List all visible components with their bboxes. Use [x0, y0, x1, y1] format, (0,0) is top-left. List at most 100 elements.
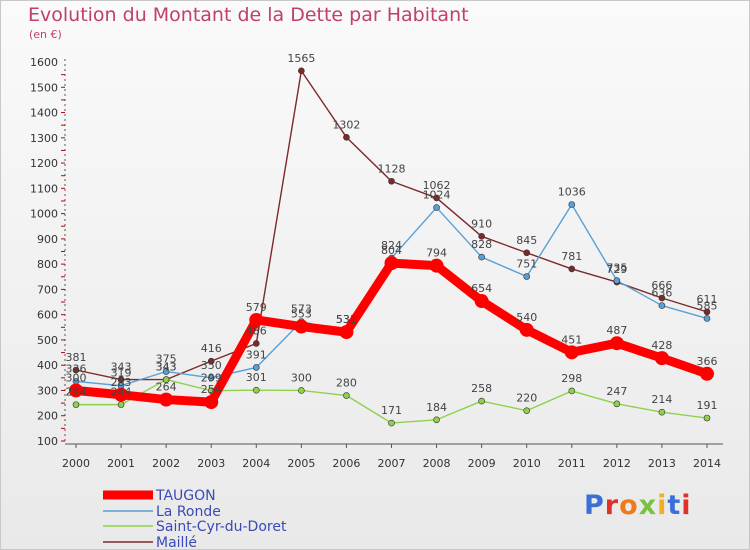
data-label: 451	[561, 333, 582, 346]
logo-letter: t	[667, 490, 682, 521]
data-label: 611	[697, 293, 718, 306]
data-label: 375	[156, 353, 177, 366]
y-tick-label: 200	[37, 410, 58, 423]
data-point	[298, 387, 305, 394]
y-tick-label: 1500	[30, 81, 58, 94]
data-point	[72, 366, 80, 374]
logo-letter: i	[681, 490, 692, 521]
data-label: 300	[66, 371, 87, 384]
y-tick-label: 1300	[30, 132, 58, 145]
data-label: 214	[651, 393, 672, 406]
data-label: 579	[246, 301, 267, 314]
data-label: 280	[336, 377, 357, 390]
y-tick-label: 1400	[30, 107, 58, 120]
data-point	[388, 177, 395, 185]
data-point	[700, 366, 714, 381]
data-point	[658, 408, 666, 416]
data-point	[207, 374, 215, 382]
data-point	[384, 256, 399, 271]
data-point	[568, 265, 576, 273]
data-point	[519, 322, 534, 337]
data-point	[433, 204, 440, 211]
data-label: 824	[381, 239, 402, 252]
data-label: 751	[516, 258, 537, 271]
data-point	[388, 419, 395, 427]
x-tick-label: 2003	[197, 457, 225, 470]
data-label: 540	[516, 311, 537, 324]
data-point	[568, 201, 576, 208]
data-label: 828	[471, 238, 492, 251]
data-label: 254	[201, 383, 222, 396]
axes: 100 200 300 400 500 600 700 800 900 1000 1100 1200 1…	[30, 56, 723, 470]
data-label: 244	[66, 386, 87, 399]
proxiti-logo: Proxiti	[584, 490, 692, 521]
y-tick-label: 100	[37, 435, 58, 448]
x-tick-label: 2014	[693, 457, 721, 470]
data-label: 1565	[287, 52, 315, 65]
data-label: 794	[426, 247, 447, 260]
data-label: 487	[606, 324, 627, 337]
y-tick-label: 400	[37, 359, 58, 372]
logo-letter: o	[619, 490, 639, 521]
data-label: 391	[246, 348, 267, 361]
x-tick-label: 2001	[107, 457, 135, 470]
data-point	[162, 376, 170, 383]
data-label: 654	[471, 282, 492, 295]
x-tick-label: 2005	[287, 457, 315, 470]
data-label: 735	[606, 262, 627, 275]
data-label: 350	[201, 359, 222, 372]
data-point	[294, 319, 309, 334]
x-tick-label: 2009	[468, 457, 496, 470]
y-tick-label: 1200	[30, 157, 58, 170]
legend-label: Saint-Cyr-du-Doret	[156, 519, 287, 535]
data-label: 553	[291, 308, 312, 321]
data-label: 244	[111, 386, 132, 399]
data-label: 300	[291, 371, 312, 384]
data-label: 283	[111, 376, 132, 389]
data-point	[523, 249, 531, 257]
data-point	[429, 258, 444, 273]
logo-letter: i	[657, 490, 668, 521]
data-label: 258	[471, 382, 492, 395]
data-point	[343, 133, 350, 141]
data-point	[564, 345, 579, 360]
data-point	[298, 67, 305, 75]
data-point	[252, 364, 260, 371]
data-point	[523, 273, 531, 280]
logo-letter: x	[638, 490, 658, 521]
data-label: 381	[66, 351, 87, 364]
data-label: 1302	[332, 118, 360, 131]
data-label: 343	[156, 361, 177, 374]
data-point	[207, 387, 215, 395]
data-point	[613, 400, 621, 408]
x-tick-label: 2007	[378, 457, 406, 470]
data-label: 428	[651, 339, 672, 352]
data-point	[658, 302, 666, 309]
x-tick-label: 2008	[423, 457, 451, 470]
data-label: 845	[516, 234, 537, 247]
chart-title: Evolution du Montant de la Dette par Hab…	[28, 4, 469, 26]
logo-letter: P	[584, 490, 605, 521]
data-point	[252, 386, 260, 394]
data-point	[343, 392, 350, 399]
data-point	[249, 312, 264, 327]
data-point	[703, 414, 711, 422]
data-label: 585	[697, 299, 718, 312]
data-label: 366	[697, 355, 718, 368]
data-label: 531	[336, 313, 357, 326]
y-tick-label: 1600	[30, 56, 58, 69]
data-label: 220	[516, 392, 537, 405]
data-label: 184	[426, 401, 447, 414]
data-point	[433, 194, 440, 202]
y-tick-label: 300	[37, 384, 58, 397]
data-label: 191	[697, 399, 718, 412]
data-point	[478, 233, 485, 240]
legend-label: Maillé	[156, 535, 197, 549]
y-tick-label: 600	[37, 309, 58, 322]
x-tick-label: 2012	[603, 457, 631, 470]
data-label: 666	[651, 279, 672, 292]
chart-unit-label: (en €)	[29, 28, 62, 41]
data-point	[658, 294, 666, 302]
